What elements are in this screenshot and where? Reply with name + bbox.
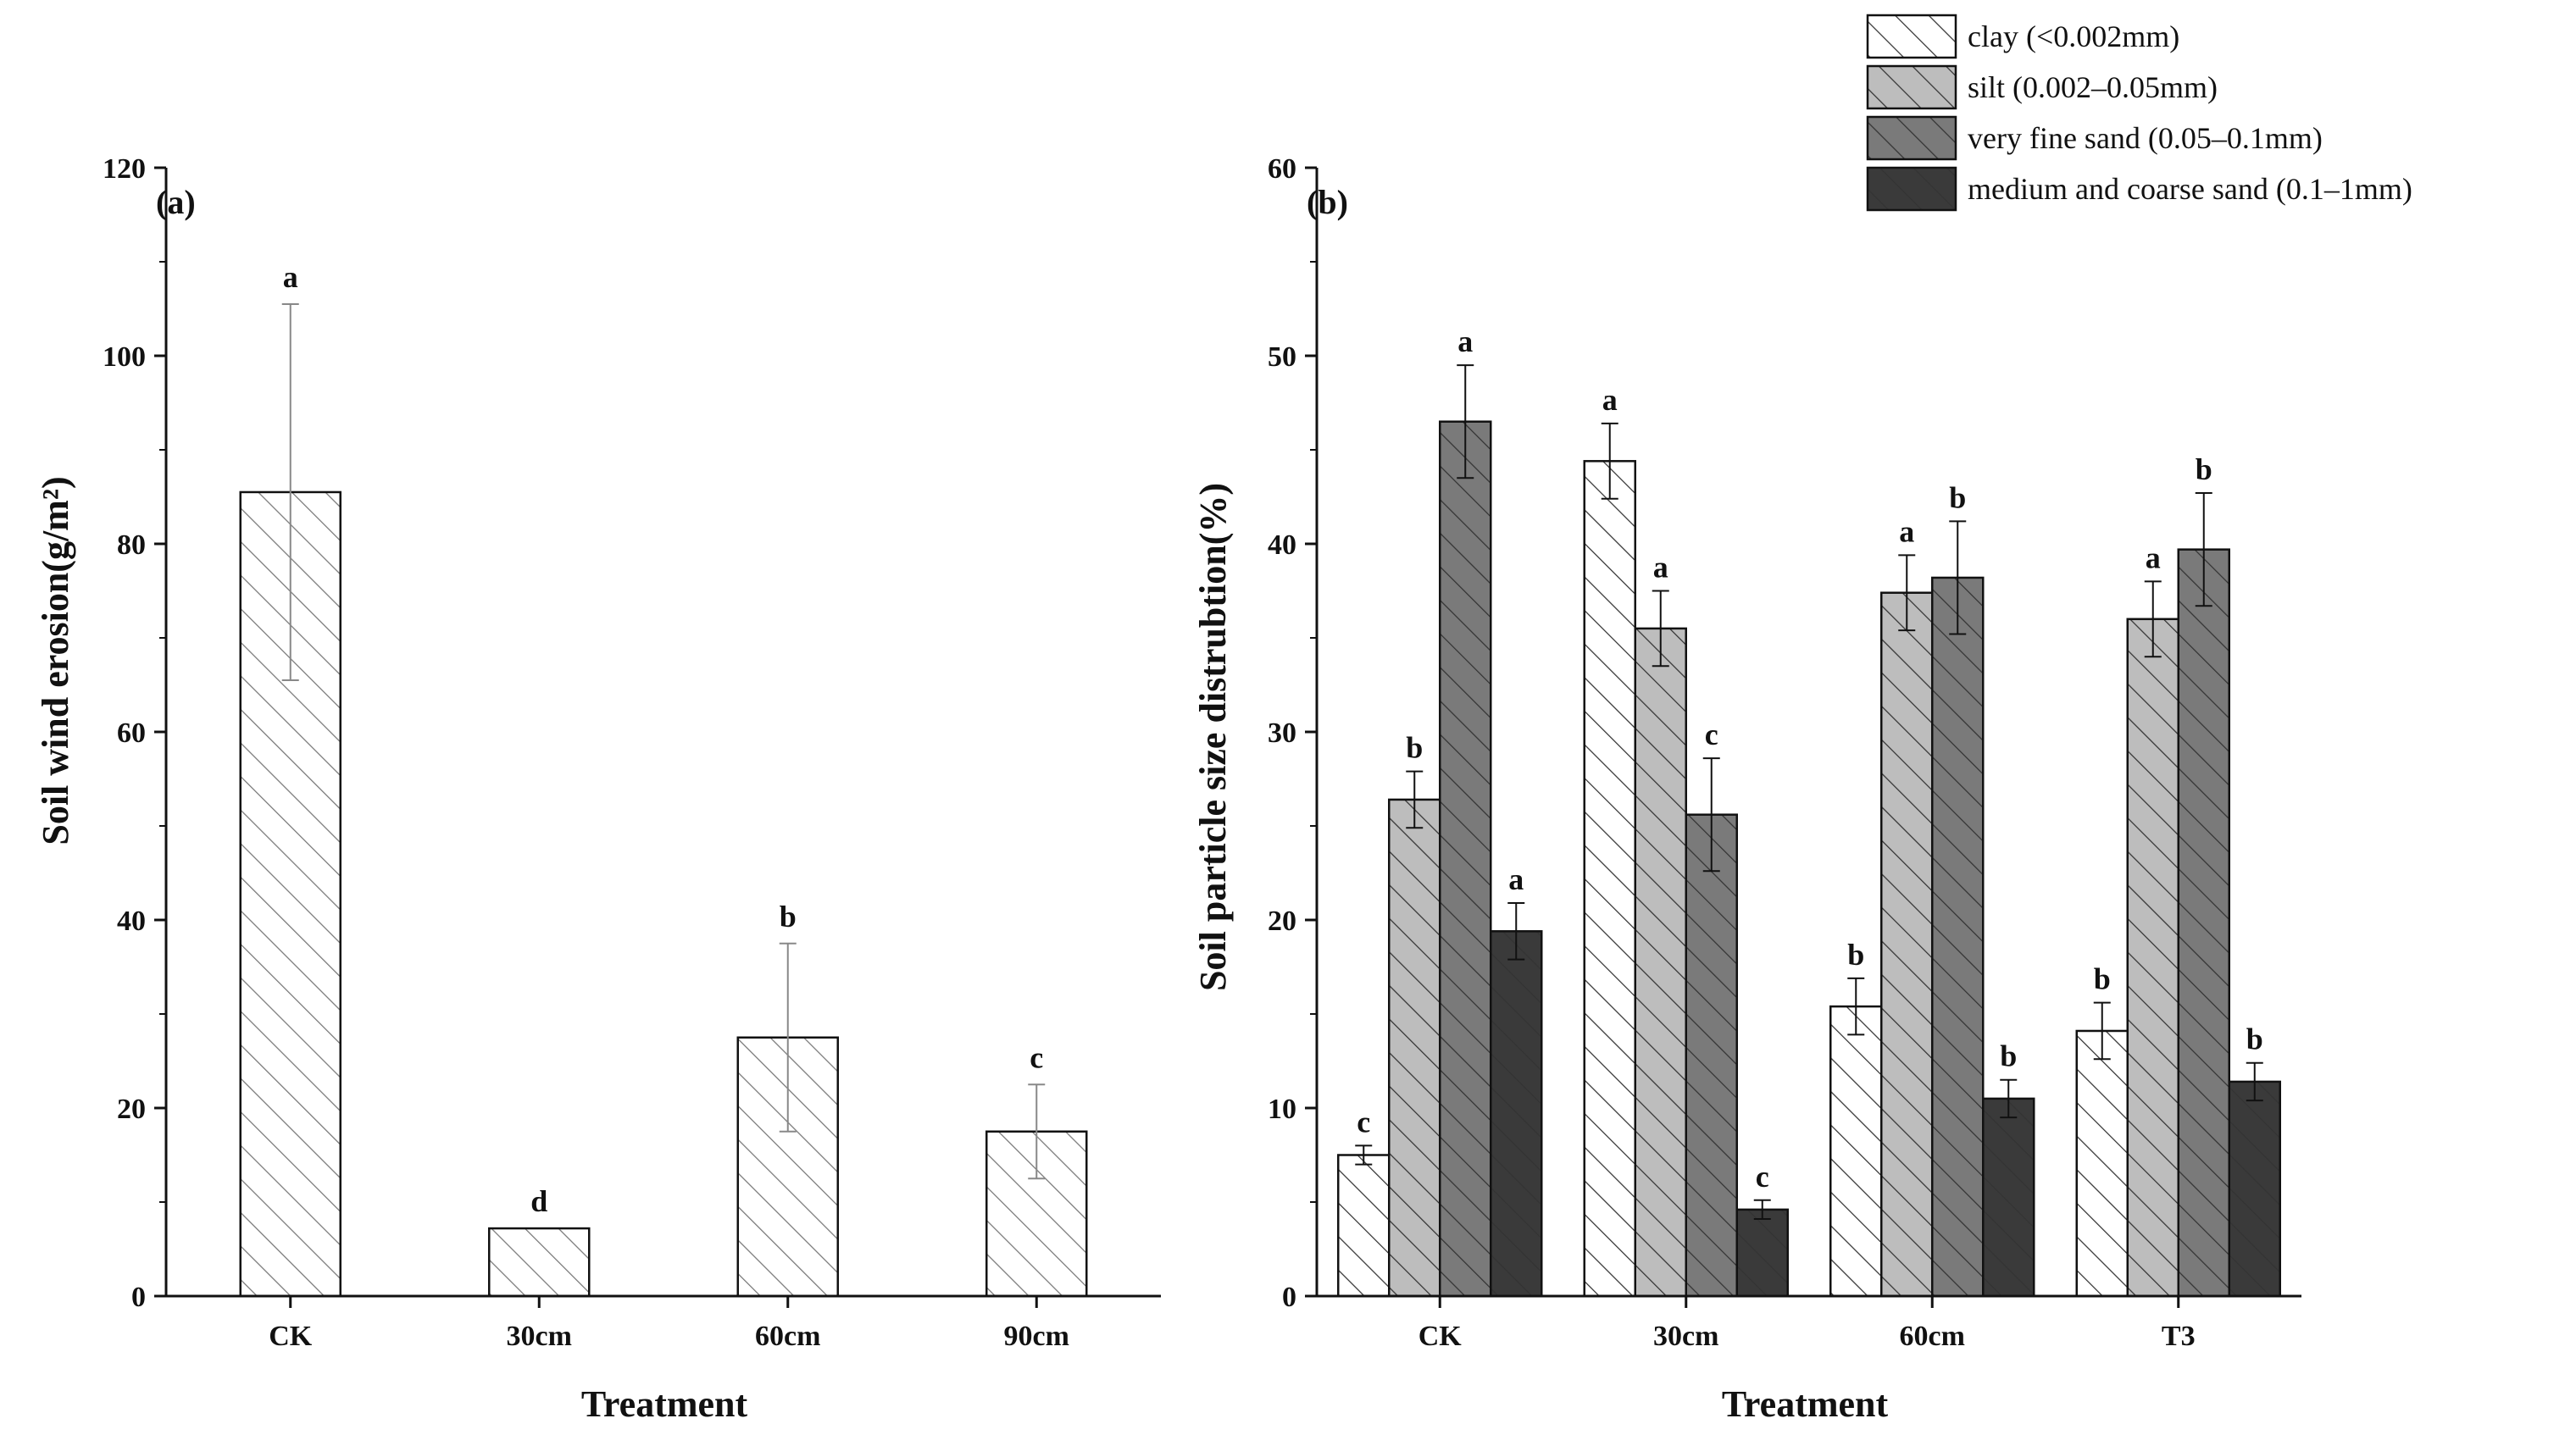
- panel-b-significance: a: [1899, 514, 1914, 548]
- panel-b-label: (b): [1307, 183, 1348, 221]
- panel-b-significance: b: [2094, 962, 2111, 996]
- panel-a-category-label: 90cm: [1004, 1321, 1069, 1352]
- panel-b-significance: b: [2246, 1022, 2263, 1056]
- panel-a-label: (a): [156, 183, 196, 221]
- panel-b-bar-0: [1829, 1005, 1883, 1298]
- legend-swatch-3: [1866, 166, 1957, 212]
- legend-swatch-1: [1866, 64, 1957, 110]
- panel-b-significance: a: [1508, 862, 1524, 896]
- panel-b-significance: b: [1949, 480, 1966, 514]
- panel-b-significance: b: [2196, 452, 2212, 486]
- panel-b-significance: c: [1756, 1160, 1769, 1194]
- panel-b-bar-2: [1685, 813, 1738, 1298]
- panel-b-bar-1: [1388, 798, 1441, 1298]
- panel-a-significance: a: [283, 260, 298, 294]
- panel-b-ytick-label: 40: [1268, 529, 1296, 561]
- panel-a-ytick-label: 120: [103, 153, 146, 185]
- panel-b-category-label: CK: [1418, 1321, 1463, 1352]
- panel-a-axes: 0 20 40 60 80 100 120 CK 30cm 60cm 90cm: [103, 153, 1161, 1352]
- panel-b-ylabel: Soil particle size distrubtion(%): [1192, 483, 1234, 991]
- panel-a-ytick-label: 80: [117, 529, 146, 561]
- panel-a-ylabel: Soil wind erosion(g/m²): [35, 476, 76, 845]
- panel-a-bar: [488, 1227, 591, 1298]
- panel-b-bar-2: [1931, 576, 1985, 1298]
- panel-b-bar-3: [1490, 930, 1543, 1298]
- panel-a-bars: a d b c: [239, 260, 1088, 1298]
- panel-b-ytick-label: 20: [1268, 906, 1296, 937]
- panel-a-category-label: CK: [269, 1321, 313, 1352]
- panel-a-chart: a d b c 0 20 40 60 80 100 120 CK 30cm 60cm 90cm (a) S…: [35, 153, 1161, 1425]
- panel-b-legend: clay (<0.002mm) silt (0.002–0.05mm) very f…: [1866, 14, 2412, 212]
- legend-label-1: silt (0.002–0.05mm): [1968, 70, 2218, 104]
- panel-b-bar-0: [1337, 1154, 1391, 1298]
- panel-a-significance: d: [530, 1184, 547, 1218]
- panel-b-significance: a: [1653, 551, 1668, 585]
- panel-b-bars: c b a a a a c c b a b b b a b b: [1337, 324, 2281, 1298]
- panel-b-axes: 0 10 20 30 40 50 60 CK 30cm 60cm T3: [1268, 153, 2301, 1352]
- panel-b-category-label: T3: [2162, 1321, 2196, 1352]
- panel-b-bar-3: [2228, 1080, 2281, 1298]
- legend-swatch-2: [1866, 115, 1957, 161]
- panel-b-significance: a: [2146, 540, 2161, 574]
- panel-a-category-label: 30cm: [507, 1321, 572, 1352]
- panel-b-ytick-label: 0: [1282, 1282, 1296, 1313]
- panel-b-significance: b: [1847, 938, 1864, 972]
- legend-label-2: very fine sand (0.05–0.1mm): [1968, 121, 2323, 155]
- panel-b-bar-1: [1634, 627, 1687, 1298]
- panel-b-bar-3: [1982, 1097, 2035, 1298]
- panel-b-bar-2: [2177, 548, 2230, 1298]
- panel-b-category-label: 60cm: [1900, 1321, 1965, 1352]
- panel-b-significance: a: [1457, 324, 1473, 358]
- panel-b-ytick-label: 60: [1268, 153, 1296, 185]
- panel-a-ytick-label: 0: [131, 1282, 146, 1313]
- panel-b-bar-1: [1880, 591, 1934, 1298]
- panel-b-significance: c: [1705, 718, 1718, 751]
- panel-b-chart: c b a a a a c c b a b b b a b b 0 10 20 30 40 50 60 CK 30cm 60cm…: [1192, 153, 2301, 1425]
- panel-a-category-label: 60cm: [755, 1321, 820, 1352]
- panel-b-significance: b: [2000, 1039, 2017, 1073]
- panel-b-ytick-label: 10: [1268, 1094, 1296, 1125]
- panel-a-ytick-label: 20: [117, 1094, 146, 1125]
- legend-label-0: clay (<0.002mm): [1968, 19, 2179, 53]
- panel-b-xlabel: Treatment: [1722, 1383, 1889, 1425]
- panel-b-category-label: 30cm: [1653, 1321, 1718, 1352]
- panel-a-xlabel: Treatment: [581, 1383, 748, 1425]
- panel-a-significance: c: [1030, 1040, 1043, 1074]
- panel-b-ytick-label: 30: [1268, 718, 1296, 749]
- panel-b-bar-3: [1735, 1208, 1789, 1298]
- panel-b-ytick-label: 50: [1268, 341, 1296, 373]
- legend-label-3: medium and coarse sand (0.1–1mm): [1968, 172, 2412, 206]
- panel-b-bar-0: [2075, 1029, 2129, 1298]
- panel-b-significance: a: [1602, 383, 1618, 417]
- panel-a-ytick-label: 40: [117, 906, 146, 937]
- panel-b-bar-2: [1439, 420, 1492, 1298]
- panel-b-significance: c: [1357, 1105, 1370, 1139]
- panel-b-bar-1: [2126, 618, 2179, 1298]
- legend-swatch-0: [1866, 14, 1957, 59]
- panel-b-bar-0: [1583, 460, 1636, 1298]
- panel-b-significance: b: [1406, 731, 1423, 765]
- panel-a-significance: b: [780, 900, 797, 934]
- panel-a-ytick-label: 60: [117, 718, 146, 749]
- panel-a-ytick-label: 100: [103, 341, 146, 373]
